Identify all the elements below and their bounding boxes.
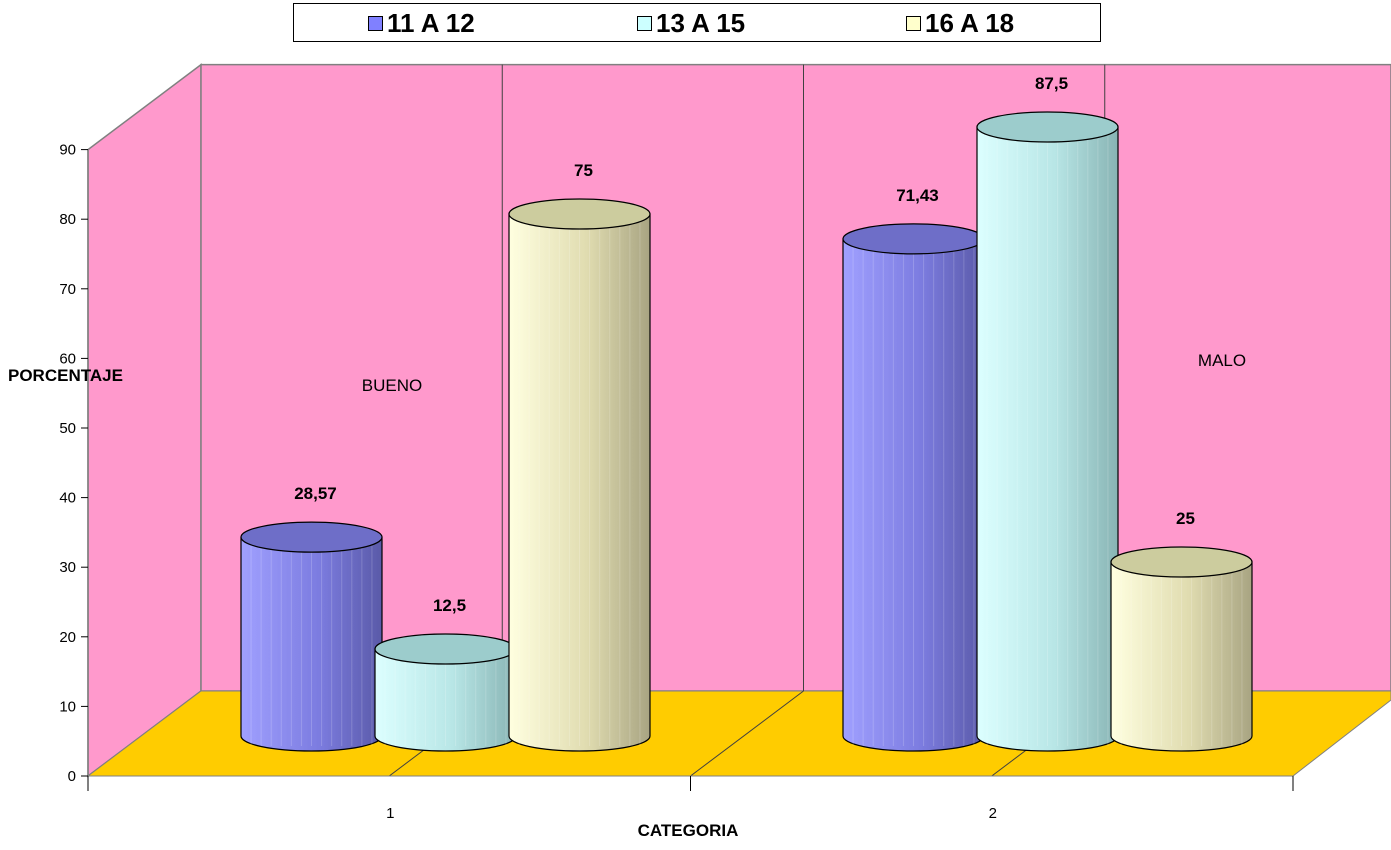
category-label: MALO — [1198, 351, 1246, 370]
bar — [976, 111, 1119, 752]
legend-item-series-2: 13 A 15 — [637, 7, 746, 38]
y-tick-label: 90 — [59, 142, 76, 159]
bar — [1110, 546, 1253, 752]
bar-top — [976, 111, 1119, 143]
bar — [508, 198, 651, 752]
legend-label-series-3: 16 A 18 — [925, 7, 1015, 38]
side-wall — [87, 63, 202, 778]
y-tick-label: 70 — [59, 281, 76, 298]
bar-top — [842, 223, 985, 255]
legend-label-series-1: 11 A 12 — [387, 7, 475, 38]
y-tick-label: 0 — [68, 768, 76, 785]
x-axis-title: CATEGORIA — [638, 821, 739, 840]
x-tick-label: 2 — [989, 805, 997, 822]
data-label: 87,5 — [1035, 74, 1068, 93]
category-label: BUENO — [362, 376, 422, 395]
y-tick-label: 20 — [59, 629, 76, 646]
y-tick-label: 50 — [59, 420, 76, 437]
legend-item-series-3: 16 A 18 — [906, 7, 1015, 38]
data-label: 12,5 — [433, 596, 466, 615]
data-label: 75 — [574, 161, 593, 180]
bar-top — [240, 521, 383, 553]
bar-top — [508, 198, 651, 230]
y-tick-label: 30 — [59, 559, 76, 576]
y-axis-title: PORCENTAJE — [8, 366, 123, 385]
bar — [842, 223, 985, 752]
y-tick-label: 60 — [59, 350, 76, 367]
bar-top — [1110, 546, 1253, 578]
legend-item-series-1: 11 A 12 — [368, 7, 475, 38]
y-tick-label: 40 — [59, 490, 76, 507]
data-label: 25 — [1176, 509, 1195, 528]
data-label: 28,57 — [294, 484, 337, 503]
y-tick-label: 80 — [59, 211, 76, 228]
data-label: 71,43 — [896, 186, 939, 205]
legend-swatch-series-2 — [637, 15, 652, 31]
legend: 11 A 12 13 A 15 16 A 18 — [293, 3, 1101, 42]
legend-swatch-series-3 — [906, 15, 921, 31]
y-tick-label: 10 — [59, 698, 76, 715]
bar — [240, 521, 383, 752]
x-tick-label: 1 — [386, 805, 394, 822]
legend-swatch-series-1 — [368, 15, 383, 31]
bar-body — [508, 213, 651, 752]
bar-top — [374, 633, 517, 665]
bar — [374, 633, 517, 752]
floor-divider — [690, 690, 804, 777]
legend-label-series-2: 13 A 15 — [656, 7, 746, 38]
bar-body — [1110, 561, 1253, 752]
